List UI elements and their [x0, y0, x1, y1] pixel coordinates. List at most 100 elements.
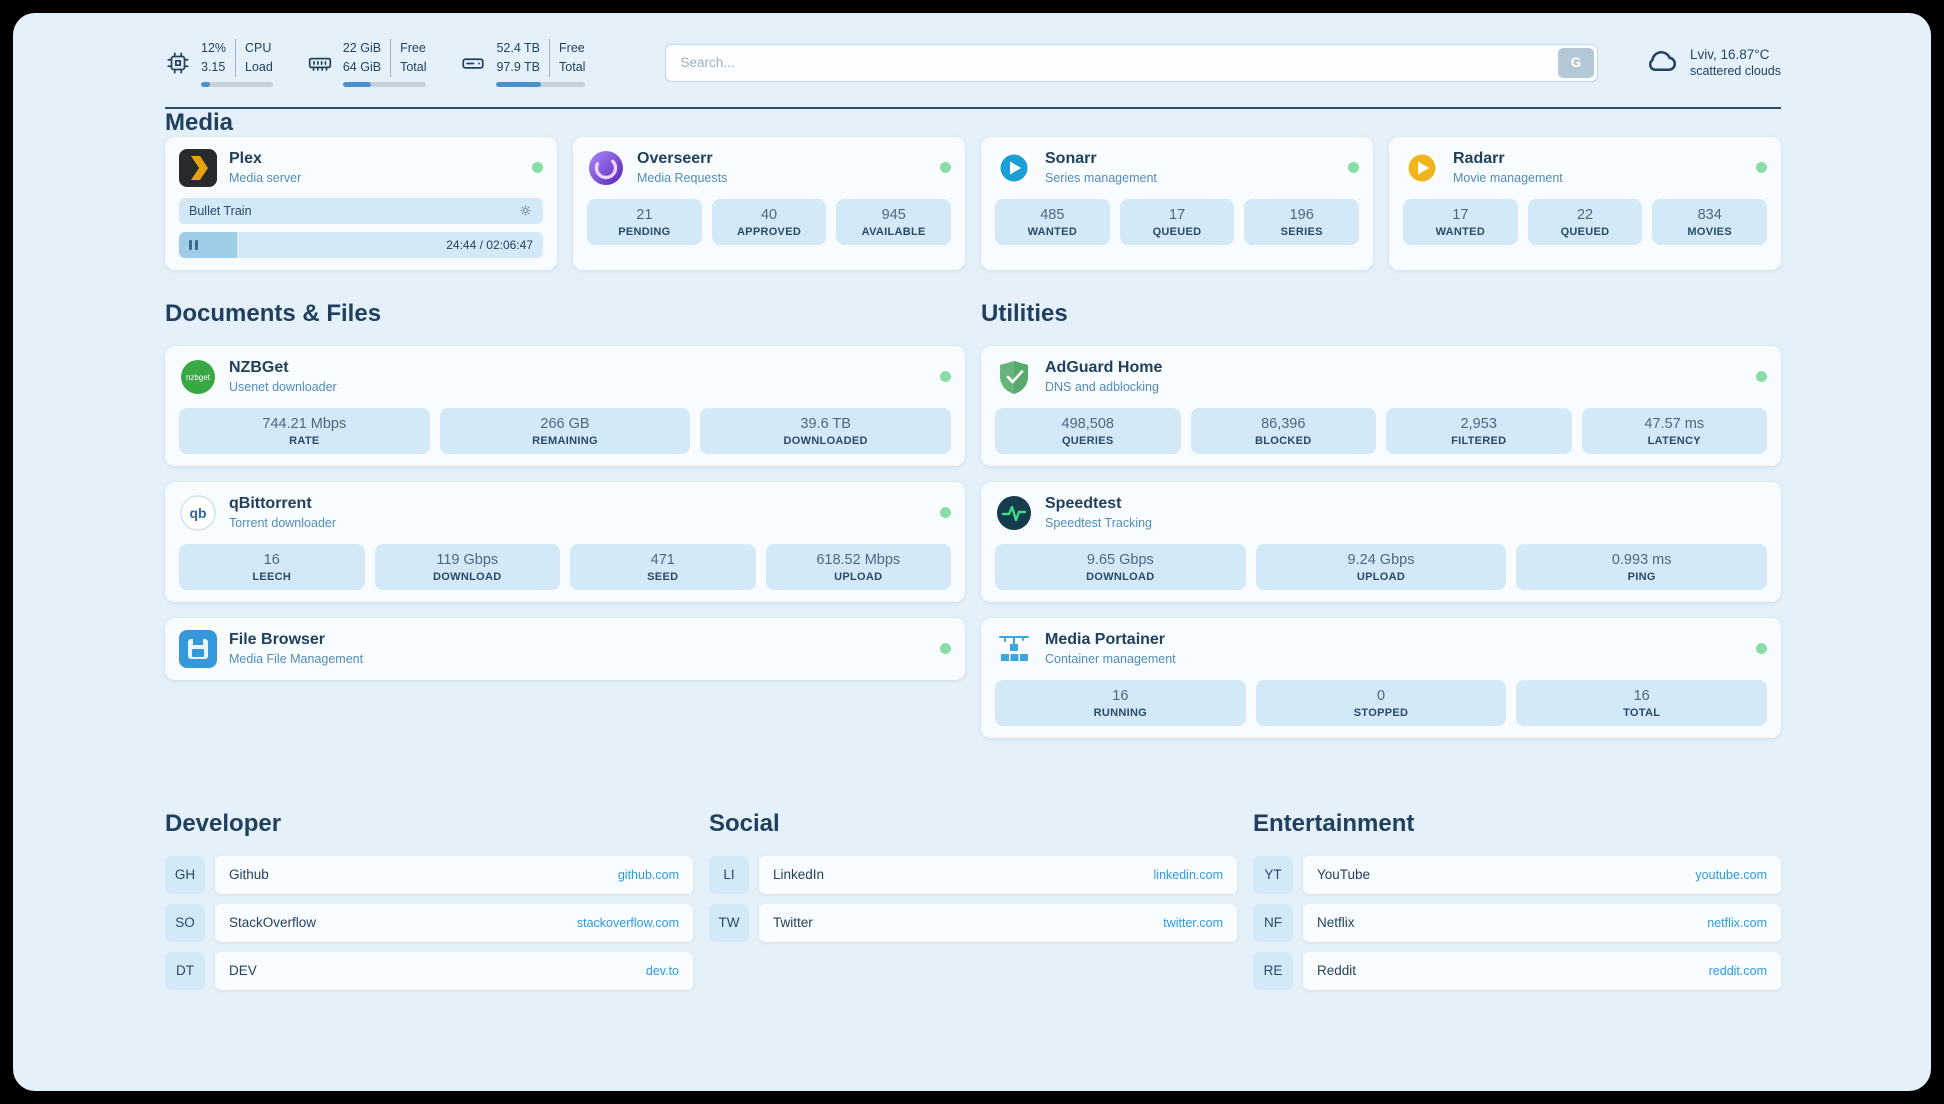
- search-input[interactable]: [665, 43, 1598, 82]
- stat-label: WANTED: [1435, 225, 1486, 238]
- cloud-icon: [1644, 42, 1680, 83]
- status-dot: [940, 507, 951, 518]
- playback-progress-fill: [179, 231, 238, 258]
- bookmark-url[interactable]: youtube.com: [1695, 867, 1767, 882]
- app-link-overseerr[interactable]: Overseerr Media Requests: [587, 149, 951, 187]
- bookmark-name: Netflix: [1317, 915, 1355, 930]
- stat-box: 21 PENDING: [587, 198, 702, 245]
- bookmark-linkedin[interactable]: LI LinkedIn linkedin.com: [709, 855, 1237, 894]
- speedtest-icon: [995, 494, 1033, 532]
- app-name: Plex: [229, 150, 262, 167]
- bookmark-youtube[interactable]: YT YouTube youtube.com: [1253, 855, 1781, 894]
- app-link-radarr[interactable]: Radarr Movie management: [1403, 149, 1767, 187]
- disk-total-label: Total: [559, 59, 586, 74]
- now-playing-title: Bullet Train: [189, 203, 252, 218]
- cpu-usage-value: 12%: [201, 41, 227, 55]
- status-dot: [940, 643, 951, 654]
- bookmark-url[interactable]: dev.to: [645, 963, 679, 978]
- stat-value: 9.65 Gbps: [1086, 551, 1154, 568]
- section-title-utilities: Utilities: [981, 299, 1068, 327]
- status-dot: [940, 162, 951, 173]
- bookmark-twitter[interactable]: TW Twitter twitter.com: [709, 903, 1237, 942]
- stat-box: 471 SEED: [570, 543, 756, 590]
- weather-location: Lviv, 16.87°C: [1689, 47, 1770, 63]
- app-subtitle: Media Requests: [637, 171, 728, 185]
- stats-row: 16 LEECH 119 Gbps DOWNLOAD 471 SEED 618.…: [179, 543, 951, 590]
- app-link-qbittorrent[interactable]: qb qBittorrent Torrent downloader: [179, 494, 951, 532]
- bookmark-url[interactable]: twitter.com: [1163, 915, 1223, 930]
- gear-icon[interactable]: [518, 203, 533, 218]
- bookmark-url[interactable]: netflix.com: [1707, 915, 1767, 930]
- app-link-speedtest[interactable]: Speedtest Speedtest Tracking: [995, 494, 1767, 532]
- stat-box: 119 Gbps DOWNLOAD: [374, 543, 560, 590]
- ram-free-value: 22 GiB: [342, 41, 382, 55]
- app-subtitle: Speedtest Tracking: [1045, 516, 1153, 530]
- topbar-divider: [165, 106, 1781, 109]
- bookmark-github[interactable]: GH Github github.com: [165, 855, 693, 894]
- stat-label: TOTAL: [1623, 706, 1661, 719]
- stat-value: 21: [636, 206, 653, 223]
- section-title-developer: Developer: [165, 809, 282, 837]
- app-link-plex[interactable]: Plex Media server: [179, 148, 543, 187]
- bookmark-url[interactable]: github.com: [617, 867, 679, 882]
- bookmark-netflix[interactable]: NF Netflix netflix.com: [1253, 903, 1781, 942]
- stat-value: 16: [1112, 687, 1129, 704]
- stats-row: 498,508 QUERIES 86,396 BLOCKED 2,953 FIL…: [995, 407, 1767, 454]
- stat-box: 485 WANTED: [995, 198, 1110, 245]
- utilities-column: Utilities AdGuard Home DNS and adblockin…: [981, 300, 1781, 754]
- stat-value: 17: [1452, 206, 1469, 223]
- app-card-overseerr: Overseerr Media Requests 21 PENDING 40 A…: [573, 136, 965, 270]
- stat-label: BLOCKED: [1255, 434, 1312, 447]
- bookmark-reddit[interactable]: RE Reddit reddit.com: [1253, 951, 1781, 990]
- stat-label: LEECH: [252, 570, 292, 583]
- bookmark-stackoverflow[interactable]: SO StackOverflow stackoverflow.com: [165, 903, 693, 942]
- app-card-portainer: Media Portainer Container management 16 …: [981, 617, 1781, 738]
- cpu-usage-bar: [201, 81, 273, 87]
- pause-icon[interactable]: [189, 239, 198, 250]
- bookmark-pill: DEV dev.to: [215, 951, 693, 990]
- ram-total-label: Total: [400, 59, 427, 74]
- cpu-icon: [165, 50, 191, 76]
- stat-value: 471: [650, 551, 675, 568]
- bookmark-dev[interactable]: DT DEV dev.to: [165, 951, 693, 990]
- stat-value: 945: [881, 206, 906, 223]
- bookmark-url[interactable]: reddit.com: [1708, 963, 1767, 978]
- stat-value: 196: [1289, 206, 1314, 223]
- disk-free-label: Free: [559, 41, 585, 55]
- bookmark-name: Twitter: [773, 915, 813, 930]
- app-link-sonarr[interactable]: Sonarr Series management: [995, 149, 1359, 187]
- bookmark-url[interactable]: stackoverflow.com: [576, 915, 679, 930]
- qbittorrent-icon: qb: [179, 494, 217, 532]
- stat-box: 0 STOPPED: [1255, 679, 1507, 726]
- stat-box: 16 LEECH: [179, 543, 365, 590]
- stat-box: 2,953 FILTERED: [1386, 407, 1572, 454]
- overseerr-icon: [587, 149, 625, 187]
- status-dot: [940, 371, 951, 382]
- ram-free-label: Free: [400, 41, 426, 55]
- stat-box: 16 RUNNING: [995, 679, 1246, 726]
- stat-label: DOWNLOAD: [1086, 570, 1155, 583]
- stat-value: 47.57 ms: [1644, 415, 1705, 432]
- app-link-adguard[interactable]: AdGuard Home DNS and adblocking: [995, 358, 1767, 396]
- bookmark-url[interactable]: linkedin.com: [1153, 867, 1223, 882]
- app-link-filebrowser[interactable]: File Browser Media File Management: [179, 629, 951, 668]
- playback-time: 24:44 / 02:06:47: [446, 237, 533, 252]
- playback-progress-bar: 24:44 / 02:06:47: [179, 231, 543, 258]
- stat-box: 744.21 Mbps RATE: [179, 407, 430, 454]
- status-dot: [532, 162, 543, 173]
- search-engine-button[interactable]: G: [1557, 47, 1594, 78]
- bookmark-abbr: TW: [709, 903, 749, 942]
- stat-box: 17 QUEUED: [1119, 198, 1235, 245]
- documents-column: Documents & Files nzbget NZBGet Usenet d…: [165, 300, 965, 754]
- app-link-nzbget[interactable]: nzbget NZBGet Usenet downloader: [179, 358, 951, 396]
- stat-box: 47.57 ms LATENCY: [1581, 407, 1767, 454]
- stat-value: 22: [1576, 206, 1594, 223]
- bookmark-abbr: RE: [1253, 951, 1293, 990]
- app-link-portainer[interactable]: Media Portainer Container management: [995, 630, 1767, 668]
- stat-value: 40: [760, 206, 778, 223]
- stat-box: 16 TOTAL: [1516, 679, 1768, 726]
- stat-value: 9.24 Gbps: [1347, 551, 1415, 568]
- app-card-filebrowser: File Browser Media File Management: [165, 617, 965, 680]
- stat-value: 17: [1168, 206, 1186, 223]
- app-name: Overseerr: [637, 150, 713, 167]
